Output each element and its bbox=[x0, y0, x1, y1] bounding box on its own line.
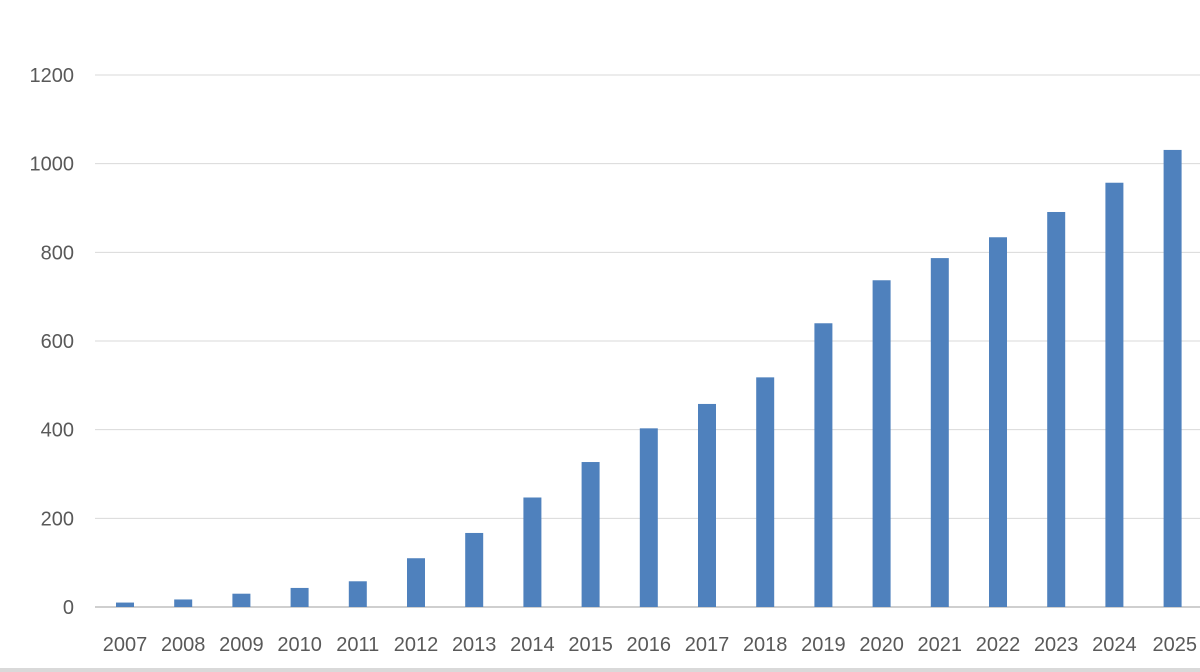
bar-2011 bbox=[348, 581, 367, 607]
bar-2013 bbox=[465, 532, 484, 607]
bar-2017 bbox=[698, 403, 716, 607]
bar-2009 bbox=[232, 593, 251, 607]
bar-2025 bbox=[1163, 149, 1182, 607]
bar-2023 bbox=[1047, 211, 1066, 608]
x-tick-label: 2010 bbox=[277, 634, 322, 656]
x-tick-label: 2017 bbox=[685, 634, 730, 656]
x-tick-label: 2020 bbox=[859, 634, 904, 656]
x-tick-label: 2018 bbox=[743, 634, 788, 656]
x-tick-label: 2008 bbox=[161, 634, 206, 656]
x-tick-label: 2009 bbox=[219, 634, 264, 656]
bar-2012 bbox=[407, 558, 425, 607]
bars bbox=[116, 149, 1182, 608]
bar-2024 bbox=[1105, 182, 1124, 608]
bar-2021 bbox=[930, 258, 949, 607]
x-tick-label: 2011 bbox=[336, 634, 379, 656]
x-tick-label: 2021 bbox=[918, 634, 963, 656]
bar-2014 bbox=[523, 497, 542, 607]
x-tick-label: 2016 bbox=[627, 634, 672, 656]
bar-2018 bbox=[756, 377, 775, 607]
x-tick-label: 2022 bbox=[976, 634, 1021, 656]
y-tick-label: 600 bbox=[41, 331, 74, 353]
x-tick-label: 2025 bbox=[1153, 634, 1198, 656]
bar-2015 bbox=[581, 462, 600, 607]
y-tick-label: 1200 bbox=[30, 65, 75, 87]
x-tick-label: 2019 bbox=[801, 634, 846, 656]
x-tick-label: 2015 bbox=[568, 634, 613, 656]
y-axis-tick-labels: 0 200 400 600 800 1000 1200 bbox=[30, 65, 75, 619]
bar-2008 bbox=[174, 599, 193, 607]
bottom-border bbox=[0, 668, 1200, 672]
bar-2022 bbox=[989, 237, 1007, 607]
y-tick-label: 1000 bbox=[30, 154, 75, 176]
y-tick-label: 400 bbox=[41, 420, 74, 442]
x-tick-label: 2014 bbox=[510, 634, 555, 656]
x-axis-tick-labels: 2007 2008 2009 2010 2011 2012 2013 2014 2015 2016… bbox=[103, 634, 1197, 656]
y-tick-label: 200 bbox=[41, 508, 74, 530]
x-tick-label: 2023 bbox=[1034, 634, 1079, 656]
y-tick-label: 800 bbox=[41, 242, 74, 264]
bar-2016 bbox=[639, 428, 658, 607]
bar-2019 bbox=[814, 323, 833, 607]
bar-2007 bbox=[116, 602, 134, 607]
bar-2020 bbox=[872, 280, 891, 607]
x-tick-label: 2013 bbox=[452, 634, 497, 656]
gridlines bbox=[95, 74, 1200, 608]
y-tick-label: 0 bbox=[63, 597, 74, 619]
x-tick-label: 2024 bbox=[1092, 634, 1137, 656]
x-tick-label: 2012 bbox=[394, 634, 439, 656]
bar-2010 bbox=[290, 587, 309, 607]
x-tick-label: 2007 bbox=[103, 634, 148, 656]
